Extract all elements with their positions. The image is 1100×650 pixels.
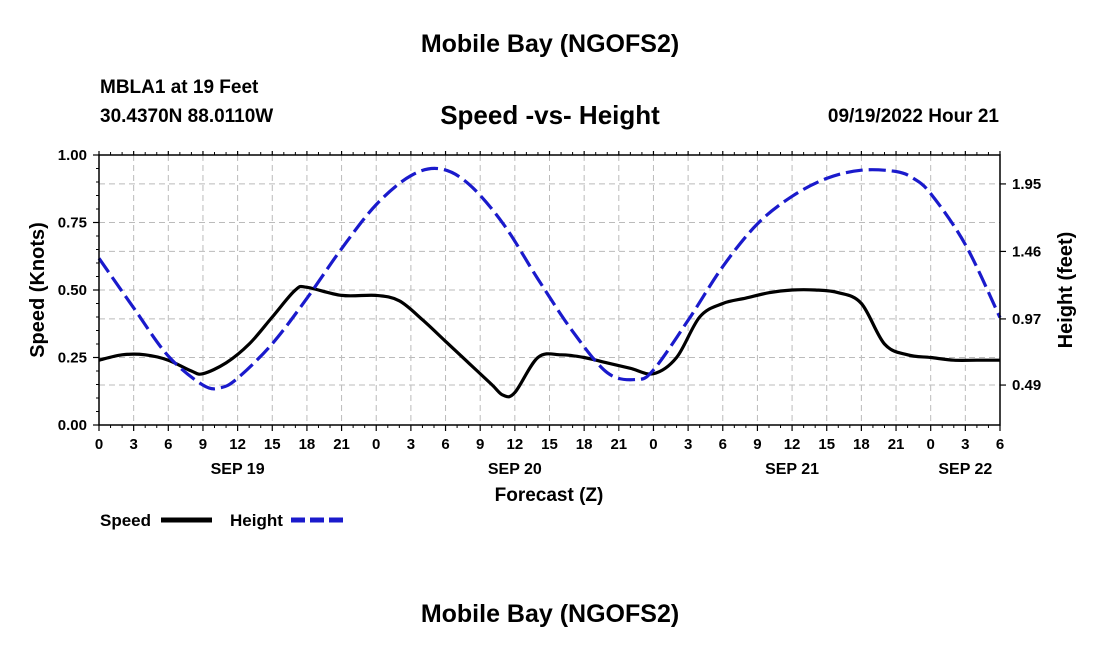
x-tick-label: 18 (576, 436, 593, 453)
speed-series-line (98, 284, 1000, 399)
x-tick-label: 6 (996, 436, 1004, 453)
x-tick-label: 15 (541, 436, 558, 453)
y-tick-label: 0.50 (58, 282, 87, 299)
grid-lines (98, 155, 1001, 425)
height-series-line (97, 166, 1002, 391)
footer-title: Mobile Bay (NGOFS2) (420, 600, 680, 628)
legend-speed-label: Speed (100, 511, 151, 530)
y-tick-label: 1.00 (58, 147, 87, 164)
x-tick-label: 0 (649, 436, 657, 453)
y2-tick-label: 1.46 (1012, 243, 1041, 260)
axis-labels: 0 3 6 9 12 15 18 21 0 3 6 9 12 15 18 21 0 3 6 9 12 15 18 21 0 3 6S… (58, 147, 1041, 478)
x-date-label: SEP 22 (938, 461, 992, 478)
x-tick-label: 0 (927, 436, 935, 453)
x-tick-label: 12 (229, 436, 246, 453)
y-axis-title: Speed (Knots) (27, 222, 49, 358)
station-label: MBLA1 at 19 Feet (100, 77, 259, 98)
y2-tick-label: 1.95 (1012, 176, 1041, 193)
station-coordinates: 30.4370N 88.0110W (100, 106, 274, 127)
y-tick-label: 0.25 (58, 350, 87, 367)
x-tick-label: 18 (853, 436, 870, 453)
x-tick-label: 12 (507, 436, 524, 453)
x-axis-title: Forecast (Z) (495, 485, 604, 506)
y-tick-label: 0.00 (58, 417, 87, 434)
y2-axis-title: Height (feet) (1055, 232, 1077, 349)
x-tick-label: 6 (441, 436, 449, 453)
x-tick-label: 15 (818, 436, 835, 453)
x-tick-label: 0 (372, 436, 380, 453)
x-tick-label: 18 (299, 436, 316, 453)
x-tick-label: 0 (95, 436, 103, 453)
x-tick-label: 21 (888, 436, 905, 453)
x-tick-label: 15 (264, 436, 281, 453)
axis-ticks (93, 151, 1006, 431)
x-tick-label: 21 (610, 436, 627, 453)
x-tick-label: 9 (753, 436, 761, 453)
y2-tick-label: 0.97 (1012, 311, 1041, 328)
x-tick-label: 6 (164, 436, 172, 453)
x-tick-label: 3 (961, 436, 969, 453)
x-tick-label: 21 (333, 436, 350, 453)
chart-subtitle: Speed -vs- Height (440, 100, 660, 130)
legend: Speed Height (100, 511, 343, 530)
series-lines (97, 166, 1002, 399)
x-tick-label: 12 (784, 436, 801, 453)
x-tick-label: 9 (476, 436, 484, 453)
x-date-label: SEP 21 (765, 461, 819, 478)
x-date-label: SEP 19 (211, 461, 265, 478)
x-tick-label: 9 (199, 436, 207, 453)
y2-tick-label: 0.49 (1012, 377, 1041, 394)
legend-height-label: Height (230, 511, 283, 530)
chart-title: Mobile Bay (NGOFS2) (420, 30, 680, 58)
x-tick-label: 3 (407, 436, 415, 453)
x-date-label: SEP 20 (488, 461, 542, 478)
forecast-datetime: 09/19/2022 Hour 21 (827, 106, 999, 127)
x-tick-label: 3 (129, 436, 137, 453)
x-tick-label: 6 (719, 436, 727, 453)
x-tick-label: 3 (684, 436, 692, 453)
y-tick-label: 0.75 (58, 215, 87, 232)
